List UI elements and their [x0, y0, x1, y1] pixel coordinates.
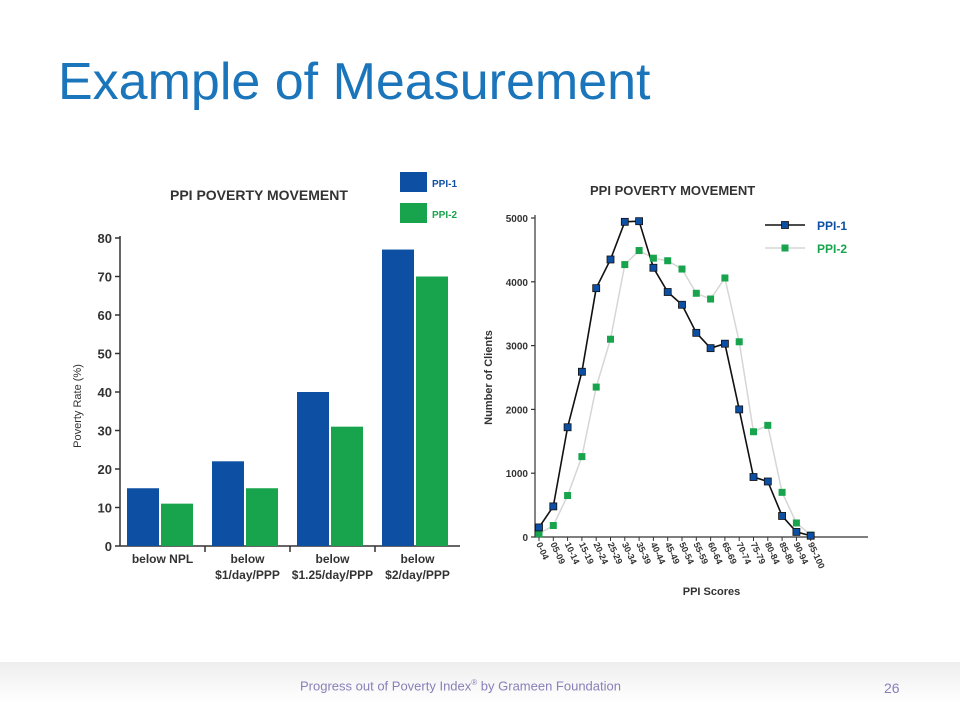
bar-y-tick-label: 60: [98, 308, 112, 323]
bar-category-label: below NPL: [132, 552, 193, 566]
marker-ppi-2: [692, 289, 700, 297]
marker-ppi-2: [621, 261, 629, 269]
bar-y-tick-label: 0: [105, 539, 112, 554]
legend-label-ppi-2: PPI-2: [432, 210, 457, 221]
line-y-axis-label: Number of Clients: [483, 330, 495, 425]
marker-ppi-2: [792, 519, 800, 527]
footer-band: [0, 662, 960, 720]
series-line-ppi-1: [538, 220, 811, 537]
marker-ppi-2: [607, 335, 614, 343]
line-y-tick-label: 1000: [506, 469, 529, 480]
marker-ppi-1: [606, 255, 615, 264]
legend-label-ppi-1: PPI-1: [432, 179, 457, 190]
line-y-tick-label: 0: [522, 533, 528, 544]
marker-ppi-1: [535, 523, 543, 532]
bar-ppi-1: [382, 249, 414, 547]
bar-ppi-1: [297, 392, 329, 546]
bar-ppi-1: [212, 461, 244, 546]
bar-ppi-2: [331, 426, 363, 546]
marker-ppi-1: [749, 473, 758, 481]
bar-category-label: $1.25/day/PPP: [292, 568, 373, 582]
bar-y-tick-label: 50: [98, 347, 112, 362]
bar-category-label: below: [315, 552, 350, 566]
bar-ppi-2: [246, 488, 278, 546]
line-x-tick-label: 0-04: [534, 541, 551, 562]
bar-category-label: below: [400, 552, 435, 566]
marker-ppi-2: [735, 338, 743, 346]
legend-swatch-ppi-2: [400, 203, 427, 223]
marker-ppi-2: [678, 265, 686, 273]
poverty-rate-bar-chart: PPI POVERTY MOVEMENT PPI-1 PPI-2 Poverty Ra…: [72, 172, 460, 582]
legend-label-ppi-1: PPI-1: [817, 219, 847, 233]
marker-ppi-2: [549, 522, 557, 530]
bar-y-tick-label: 40: [98, 385, 112, 400]
marker-ppi-1: [663, 288, 672, 296]
marker-ppi-1: [678, 300, 686, 309]
marker-ppi-2: [592, 383, 600, 391]
bar-y-tick-label: 30: [98, 424, 112, 439]
marker-ppi-1: [549, 502, 558, 511]
marker-ppi-2: [778, 488, 786, 496]
bar-y-axis-label: Poverty Rate (%): [72, 364, 84, 448]
marker-ppi-1: [706, 344, 715, 353]
legend-marker-ppi-2: [781, 244, 789, 252]
marker-ppi-2: [764, 421, 772, 429]
bar-y-tick-label: 80: [98, 231, 112, 246]
legend-marker-ppi-1: [781, 221, 789, 229]
line-y-tick-label: 3000: [506, 342, 529, 353]
marker-ppi-1: [635, 217, 644, 226]
marker-ppi-1: [692, 328, 701, 337]
marker-ppi-1: [578, 367, 586, 376]
marker-ppi-1: [620, 217, 629, 226]
bar-y-tick-label: 70: [98, 270, 112, 285]
line-y-tick-label: 2000: [506, 405, 529, 416]
bar-y-tick-label: 10: [98, 501, 112, 516]
marker-ppi-1: [778, 512, 787, 520]
marker-ppi-2: [664, 257, 672, 265]
marker-ppi-2: [635, 247, 643, 255]
legend-label-ppi-2: PPI-2: [817, 242, 847, 256]
marker-ppi-2: [721, 274, 729, 282]
page-number: 26: [884, 680, 900, 696]
bar-ppi-2: [416, 276, 448, 546]
ppi-score-line-chart: PPI POVERTY MOVEMENT 0 1000 2000 3000 4000 500…: [483, 183, 868, 598]
bar-chart-title: PPI POVERTY MOVEMENT: [170, 187, 348, 203]
marker-ppi-2: [707, 295, 715, 303]
line-y-tick-label: 5000: [506, 214, 529, 225]
marker-ppi-1: [735, 405, 744, 414]
bar-ppi-2: [161, 503, 193, 546]
bar-category-label: $2/day/PPP: [385, 568, 450, 582]
legend-swatch-ppi-1: [400, 172, 427, 192]
footer-prefix: Progress out of Poverty Index: [300, 678, 472, 694]
marker-ppi-1: [763, 477, 772, 486]
line-x-axis-label: PPI Scores: [683, 586, 740, 598]
bar-category-label: $1/day/PPP: [215, 568, 280, 582]
marker-ppi-2: [564, 492, 572, 500]
marker-ppi-1: [592, 284, 601, 293]
marker-ppi-1: [563, 423, 572, 432]
bar-y-tick-label: 20: [98, 462, 112, 477]
slide-title: Example of Measurement: [58, 53, 651, 111]
marker-ppi-1: [720, 339, 729, 348]
registered-mark: ®: [471, 678, 478, 687]
marker-ppi-2: [750, 428, 757, 436]
line-x-tick-label: 95-100: [806, 541, 827, 571]
marker-ppi-1: [806, 531, 815, 540]
marker-ppi-1: [649, 263, 658, 272]
marker-ppi-1: [792, 527, 801, 536]
series-line-ppi-2: [538, 249, 812, 536]
line-chart-title: PPI POVERTY MOVEMENT: [590, 183, 755, 198]
bar-category-label: below: [230, 552, 265, 566]
marker-ppi-2: [535, 530, 543, 538]
marker-ppi-2: [578, 453, 586, 461]
marker-ppi-2: [649, 254, 657, 262]
footer-suffix: by Grameen Foundation: [477, 678, 621, 694]
footer-text: Progress out of Poverty Index® by Gramee…: [300, 678, 621, 693]
bar-ppi-1: [127, 488, 159, 546]
line-y-tick-label: 4000: [506, 278, 529, 289]
